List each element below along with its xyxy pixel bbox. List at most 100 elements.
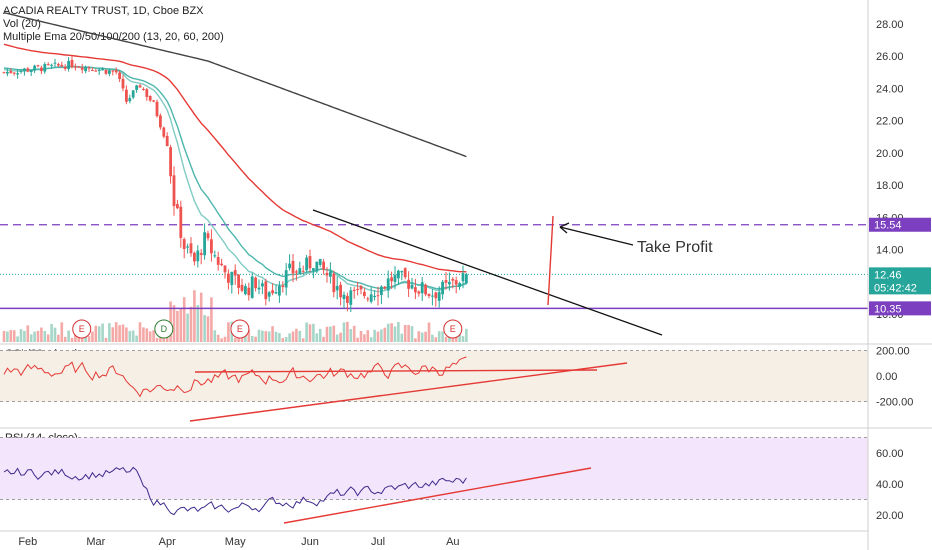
volume-bar (278, 333, 281, 342)
candle-body (264, 281, 268, 300)
volume-bar (155, 337, 159, 342)
volume-bar (465, 328, 468, 342)
time-tick-label: Jul (371, 536, 385, 548)
volume-bar (386, 323, 390, 342)
volume-bar (172, 305, 176, 342)
candle-body (441, 281, 444, 295)
volume-bar (60, 322, 64, 342)
candle-body (373, 295, 376, 298)
candle-body (125, 89, 128, 102)
volume-bar (213, 330, 217, 342)
event-badge-d[interactable]: D (154, 319, 174, 339)
volume-bar (145, 328, 149, 342)
volume-bar (254, 336, 257, 342)
volume-bar (128, 330, 132, 342)
volume-bar (322, 336, 325, 342)
rsi-line (3, 466, 467, 516)
candle-body (339, 284, 342, 298)
volume-indicator-label[interactable]: Vol (20) (3, 18, 41, 30)
candle-body (84, 66, 87, 72)
volume-bar (315, 333, 319, 342)
chart-legend: ACADIA REALTY TRUST, 1D, Cboe BZX Vol (2… (3, 5, 224, 44)
volume-bar (363, 334, 366, 342)
volume-bar (111, 327, 115, 342)
volume-bar (359, 330, 363, 342)
volume-bar (186, 313, 189, 342)
volume-bar (257, 329, 261, 342)
volume-bar (417, 331, 421, 342)
candle-body (261, 283, 264, 287)
volume-bar (227, 322, 230, 342)
volume-bar (424, 331, 427, 342)
volume-bar (298, 330, 302, 342)
candle-body (390, 277, 393, 282)
volume-bar (393, 326, 397, 342)
candle-body (458, 283, 461, 287)
countdown-tag-bg (869, 280, 931, 295)
price-tick-label: 26.00 (876, 51, 904, 63)
volume-bar (335, 334, 339, 342)
candle-body (162, 127, 166, 137)
take-profit-arrow (559, 226, 634, 246)
candle-body (403, 268, 407, 278)
take-profit-annotation: Take Profit (637, 239, 713, 256)
candle-body (417, 291, 421, 294)
candle-body (33, 65, 36, 71)
volume-bar (33, 331, 36, 342)
volume-bar (199, 292, 203, 342)
candle-body (80, 67, 84, 70)
candle-body (165, 135, 169, 147)
price-tick-label: 18.00 (876, 180, 904, 192)
symbol-title[interactable]: ACADIA REALTY TRUST, 1D, Cboe BZX (3, 5, 204, 17)
cci-ascending-trendline (189, 362, 628, 422)
event-badge-e[interactable]: E (72, 319, 92, 339)
volume-bar (291, 331, 295, 342)
volume-bar (325, 326, 329, 342)
candle-body (288, 263, 291, 269)
volume-bar (23, 330, 26, 342)
candle-body (427, 293, 431, 296)
candle-body (461, 273, 465, 282)
volume-bar (223, 336, 227, 342)
volume-bar (437, 331, 441, 342)
time-tick-label: May (225, 536, 246, 548)
volume-bar (176, 310, 179, 342)
candle-body (118, 72, 121, 80)
volume-bar (63, 336, 67, 342)
candle-body (36, 65, 40, 67)
candle-body (431, 295, 434, 297)
event-badge-circle (72, 319, 92, 339)
volume-bar (182, 297, 186, 342)
candle-body (9, 71, 13, 74)
candle-body (16, 73, 19, 75)
candle-body (410, 284, 414, 289)
volume-bar (26, 325, 30, 342)
candle-body (67, 60, 70, 70)
candle-body (87, 67, 91, 69)
candle-body (138, 85, 142, 88)
candle-body (451, 278, 455, 281)
candle-body (271, 290, 274, 294)
candle-body (60, 64, 64, 67)
volume-bar (427, 322, 431, 342)
candle-body (448, 281, 451, 285)
candle-body (97, 69, 101, 71)
volume-bar (114, 322, 118, 342)
event-badge-e[interactable]: E (443, 319, 463, 339)
volume-bar (16, 336, 19, 342)
volume-bar (138, 322, 142, 342)
candle-body (145, 89, 149, 97)
volume-bar (281, 338, 285, 342)
resistance-price-tag: 15.54 (874, 220, 902, 232)
volume-bar (67, 330, 70, 342)
ema-indicator-label[interactable]: Multiple Ema 20/50/100/200 (13, 20, 60, … (3, 31, 224, 43)
volume-bar (206, 316, 210, 342)
candle-body (12, 72, 16, 74)
countdown-tag: 05:42:42 (874, 282, 917, 294)
candle-body (315, 261, 319, 272)
event-badge-e[interactable]: E (230, 319, 250, 339)
support-price-tag-bg (869, 301, 931, 316)
price-tick-label: 22.00 (876, 116, 904, 128)
volume-bar (461, 336, 465, 342)
